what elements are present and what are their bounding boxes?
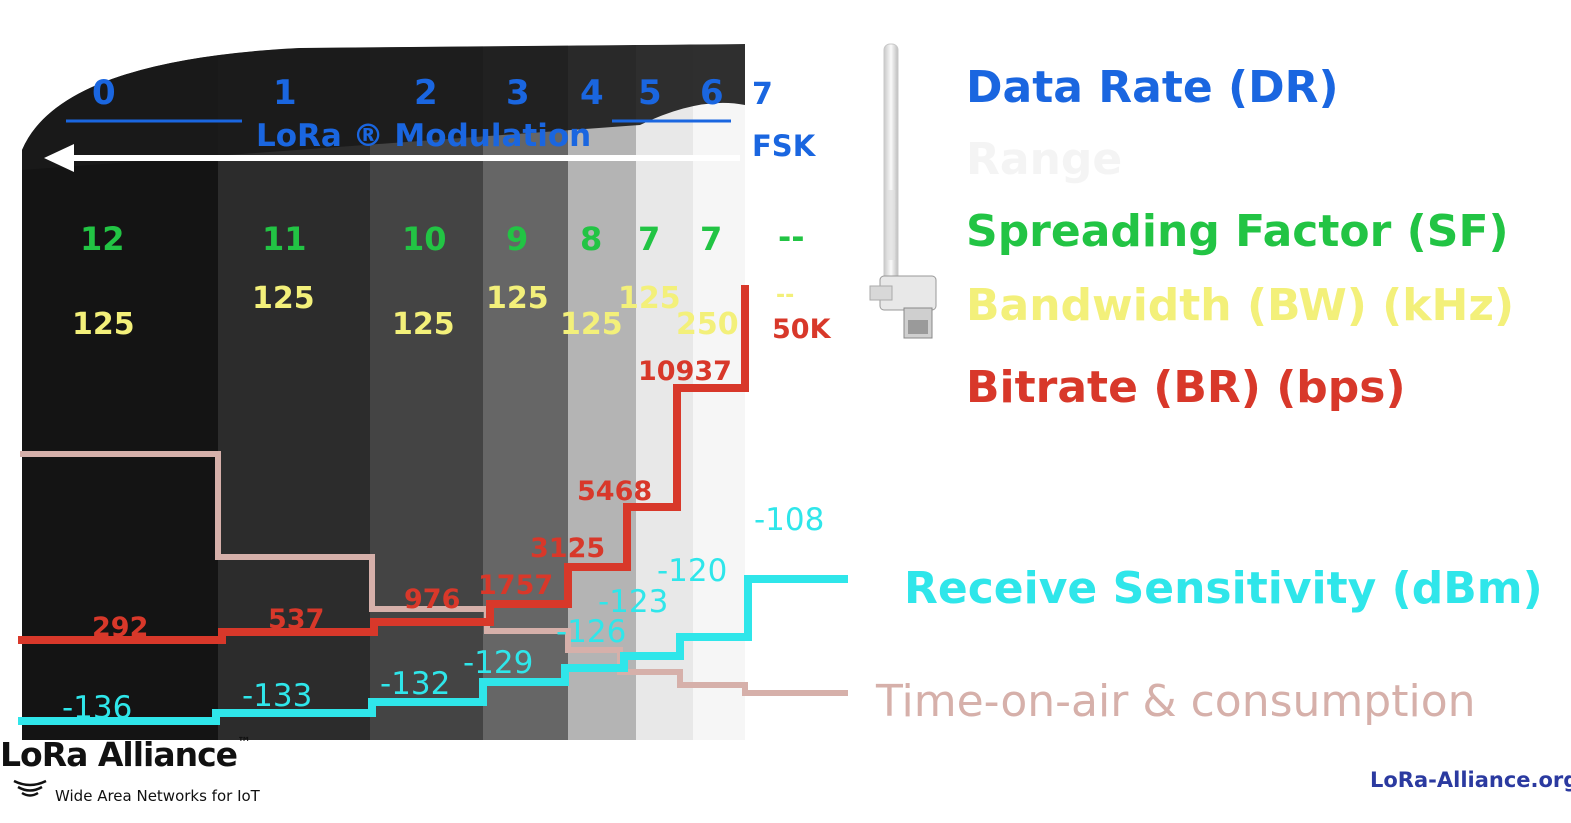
dr-label: 3 — [506, 73, 530, 113]
sf-label: 12 — [80, 220, 125, 258]
legend-data-rate: Data Rate (DR) — [966, 62, 1339, 113]
sf-label: 9 — [506, 220, 528, 258]
modulation-label: LoRa ® Modulation — [256, 118, 591, 154]
fsk-label: FSK — [752, 129, 817, 163]
logo-title: LoRa Alliance — [0, 735, 238, 774]
sens-label: -123 — [598, 584, 668, 620]
signal-waves-icon — [13, 779, 47, 797]
br-label: 5468 — [577, 476, 652, 507]
dr-label: 7 — [752, 77, 773, 112]
sens-label: -132 — [380, 666, 450, 702]
bandwidth-labels: 125 125 125 125 125 125 250 -- — [72, 281, 794, 342]
br-label: 537 — [268, 604, 324, 635]
br-label: 292 — [92, 612, 148, 643]
bw-label: 125 — [560, 307, 623, 342]
br-label: 10937 — [638, 356, 732, 387]
sf-label: 8 — [580, 220, 602, 258]
sens-label: -136 — [62, 690, 132, 726]
time-on-air-line — [20, 451, 848, 696]
br-label: 976 — [404, 584, 460, 615]
br-label: 50K — [772, 314, 832, 345]
bitrate-labels: 292 537 976 1757 3125 5468 10937 50K — [92, 314, 832, 643]
spreading-factor-labels: 12 11 10 9 8 7 7 -- — [80, 218, 805, 258]
sf-label: -- — [778, 218, 805, 256]
sensitivity-line — [18, 575, 848, 725]
bw-label: 250 — [676, 307, 739, 342]
range-arrow — [44, 144, 740, 172]
antenna-icon — [869, 43, 937, 339]
sens-label: -108 — [754, 502, 824, 538]
sf-label: 11 — [262, 220, 307, 258]
bw-label: 125 — [252, 281, 315, 316]
legend-spreading-factor: Spreading Factor (SF) — [966, 206, 1509, 257]
sens-label: -129 — [463, 645, 533, 681]
footer-url: LoRa-Alliance.org — [1370, 768, 1571, 792]
legend-sensitivity: Receive Sensitivity (dBm) — [904, 563, 1543, 614]
bw-label: 125 — [486, 281, 549, 316]
bw-label: 125 — [72, 307, 135, 342]
br-label: 3125 — [530, 533, 605, 564]
bw-label: 125 — [618, 281, 681, 316]
dr-label: 0 — [92, 73, 116, 113]
bitrate-line — [18, 285, 749, 644]
range-arc — [22, 44, 745, 170]
legend-bitrate: Bitrate (BR) (bps) — [966, 362, 1406, 413]
logo-subtitle: Wide Area Networks for IoT — [55, 787, 260, 805]
sf-label: 7 — [638, 220, 660, 258]
sens-label: -126 — [556, 614, 626, 650]
dr-label: 5 — [638, 73, 662, 113]
sens-label: -120 — [657, 553, 727, 589]
sf-label: 10 — [402, 220, 447, 258]
legend-bandwidth: Bandwidth (BW) (kHz) — [966, 280, 1515, 331]
sf-label: 7 — [700, 220, 722, 258]
data-rate-labels: 0 1 2 3 4 5 6 7 — [92, 73, 773, 113]
sensitivity-labels: -136 -133 -132 -129 -126 -123 -120 -108 — [62, 502, 824, 726]
legend-time-on-air: Time-on-air & consumption — [876, 676, 1476, 727]
dr-label: 2 — [414, 73, 438, 113]
sens-label: -133 — [242, 678, 312, 714]
dr-label: 6 — [700, 73, 724, 113]
dr-label: 4 — [580, 73, 604, 113]
legend-range: Range — [966, 134, 1123, 185]
lora-alliance-logo: LoRa Alliance™ Wide Area Networks for Io… — [0, 735, 300, 815]
br-label: 1757 — [478, 570, 553, 601]
bw-label: 125 — [392, 307, 455, 342]
logo-trademark: ™ — [237, 735, 251, 751]
dr-label: 1 — [273, 73, 297, 113]
bw-label: -- — [776, 283, 794, 308]
